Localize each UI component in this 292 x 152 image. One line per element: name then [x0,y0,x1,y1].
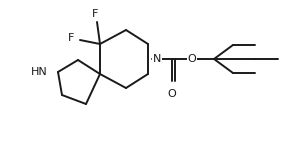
Text: O: O [188,54,197,64]
Text: O: O [168,89,176,99]
Text: HN: HN [31,67,48,77]
Text: N: N [153,54,161,64]
Text: F: F [68,33,74,43]
Text: F: F [92,9,98,19]
